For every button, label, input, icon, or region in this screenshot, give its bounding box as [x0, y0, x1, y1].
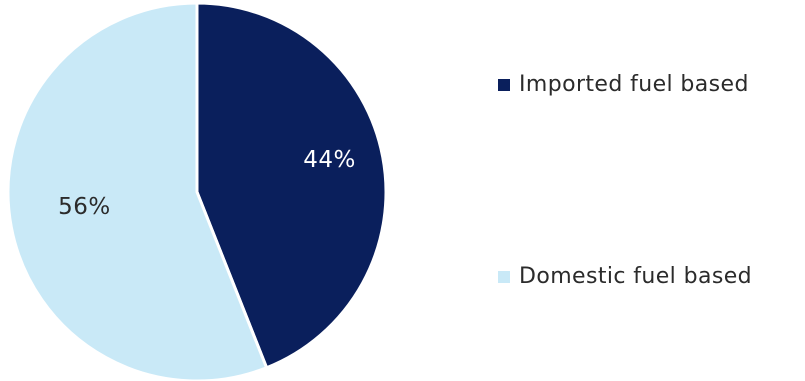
legend-item-domestic-fuel: Domestic fuel based [498, 264, 752, 289]
pie-slices [6, 1, 388, 381]
legend-swatch [498, 78, 510, 91]
legend-label: Domestic fuel based [519, 264, 752, 289]
legend-item-imported-fuel: Imported fuel based [498, 72, 749, 97]
legend-label: Imported fuel based [519, 72, 749, 97]
pie-data-labels: 44% 56% [58, 147, 356, 220]
data-label: 44% [303, 147, 356, 173]
data-label: 56% [58, 194, 111, 220]
pie-slice-domestic-fuel-based [6, 1, 269, 381]
legend-swatch [498, 270, 510, 283]
pie-slice-imported-fuel-based [195, 1, 388, 370]
